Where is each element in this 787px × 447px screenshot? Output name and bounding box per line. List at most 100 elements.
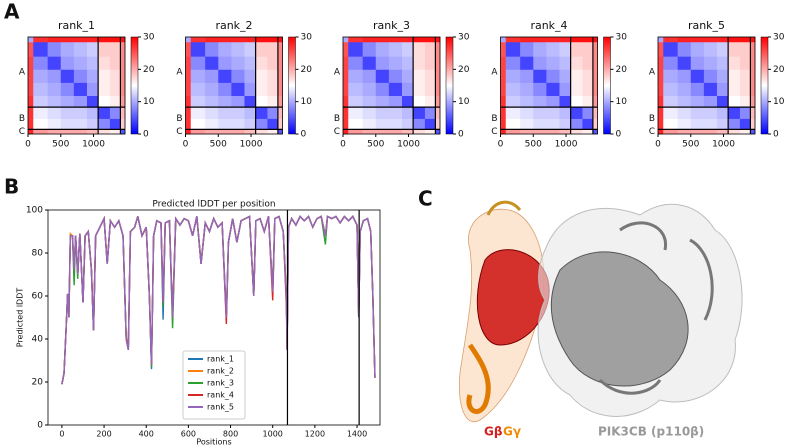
- legend-label: rank_4: [207, 391, 234, 400]
- y-tick-label: 100: [26, 206, 43, 216]
- heatmap-cell: [109, 56, 121, 71]
- heatmap-cell: [362, 37, 377, 43]
- heatmap-cell: [218, 129, 232, 135]
- heatmap-cell: [658, 107, 664, 120]
- heatmap-cell: [388, 118, 403, 130]
- heatmap-cell: [435, 95, 441, 108]
- heatmap-cell: [120, 56, 126, 71]
- heatmap-cell: [109, 37, 121, 43]
- heatmap-cell: [255, 129, 268, 135]
- heatmap-cell: [570, 129, 583, 135]
- heatmap-cell: [267, 82, 279, 97]
- heatmap-cell: [277, 129, 283, 135]
- colorbar-tick-label: 20: [773, 65, 785, 75]
- heatmap-cell: [120, 118, 126, 130]
- heatmap-cell: [592, 82, 598, 97]
- heatmap-cell: [98, 107, 111, 120]
- heatmap-cell: [120, 129, 126, 135]
- heatmap-cell: [413, 56, 426, 71]
- heatmap-cell: [690, 37, 705, 43]
- heatmap-cell: [109, 129, 121, 135]
- heatmap-cell: [505, 118, 521, 130]
- plot-frame: [47, 209, 381, 426]
- plot-frame: [500, 36, 598, 135]
- heatmap-cell: [716, 129, 729, 135]
- heatmap-cell: [218, 42, 232, 57]
- heatmap-cell: [500, 69, 507, 84]
- heatmap-cell: [570, 37, 583, 43]
- heatmap-cell: [205, 118, 219, 130]
- structure-render: [458, 200, 743, 423]
- heatmap-cell: [546, 107, 560, 120]
- heatmap-cell: [28, 107, 34, 120]
- x-tick-label: 500: [367, 140, 384, 150]
- heatmap-cell: [231, 42, 245, 57]
- x-tick-label: 400: [139, 430, 154, 439]
- heatmap-cell: [218, 95, 232, 108]
- heatmap-cell: [205, 37, 219, 43]
- heatmap-cell: [570, 56, 583, 71]
- heatmap-cell: [244, 82, 256, 97]
- heatmap-cell: [424, 37, 436, 43]
- x-tick-label: 1000: [240, 140, 263, 150]
- heatmap-cell: [73, 69, 88, 84]
- heatmap-cell: [362, 129, 377, 135]
- heatmap-cell: [86, 107, 99, 120]
- heatmap-cell: [703, 107, 718, 120]
- heatmap-cell: [33, 56, 48, 71]
- heatmap-cell: [533, 56, 547, 71]
- chain-label: B: [334, 114, 340, 124]
- heatmap-cell: [424, 42, 436, 57]
- heatmap-cell: [559, 107, 571, 120]
- series-line: [61, 215, 376, 385]
- heatmap-cell: [348, 37, 363, 43]
- heatmap-cell: [244, 37, 256, 43]
- heatmap-cell: [435, 82, 441, 97]
- heatmap-cell: [739, 37, 751, 43]
- heatmap-cell: [277, 95, 283, 108]
- heatmap-cell: [728, 107, 741, 120]
- heatmap-cell: [424, 69, 436, 84]
- heatmap-cell: [500, 107, 507, 120]
- heatmap-cell: [190, 37, 206, 43]
- colorbar-tick-label: 0: [773, 130, 779, 140]
- heatmap-cell: [520, 95, 534, 108]
- heatmap-cell: [388, 69, 403, 84]
- heatmap-cell: [60, 42, 75, 57]
- heatmap-cell: [343, 69, 349, 84]
- chain-label: B: [176, 114, 182, 124]
- legend-label: rank_1: [207, 355, 234, 364]
- heatmap-cell: [592, 56, 598, 71]
- heatmap-cell: [401, 118, 414, 130]
- colorbar-tick-label: 10: [616, 97, 628, 107]
- heatmap-cell: [388, 129, 403, 135]
- heatmap-cell: [28, 56, 34, 71]
- heatmap-cell: [658, 56, 664, 71]
- colorbar-tick-label: 10: [773, 97, 785, 107]
- heatmap-cell: [401, 129, 414, 135]
- chain-label: C: [649, 127, 655, 137]
- heatmap-cell: [505, 56, 521, 71]
- heatmap-cell: [343, 107, 349, 120]
- colorbar-tick-label: 10: [143, 97, 155, 107]
- heatmap-cell: [218, 56, 232, 71]
- heatmap-cell: [582, 82, 594, 97]
- heatmap-cell: [690, 82, 705, 97]
- heatmap-cell: [413, 107, 426, 120]
- heatmap-cell: [750, 37, 756, 43]
- y-tick-label: 80: [32, 249, 44, 259]
- heatmap-cell: [244, 42, 256, 57]
- heatmap-cell: [73, 82, 88, 97]
- heatmap-cell: [750, 95, 756, 108]
- heatmap-cell: [348, 69, 363, 84]
- colorbar-tick-label: 0: [301, 130, 307, 140]
- heatmap-cell: [33, 129, 48, 135]
- heatmap-cell: [60, 118, 75, 130]
- heatmap-cell: [73, 42, 88, 57]
- heatmap-cell: [658, 129, 664, 135]
- ligand-caption: Gγ: [503, 425, 521, 439]
- colorbar-tick-label: 30: [143, 33, 155, 43]
- heatmap-cell: [244, 129, 256, 135]
- heatmap-cell: [435, 56, 441, 71]
- heatmap-cell: [533, 107, 547, 120]
